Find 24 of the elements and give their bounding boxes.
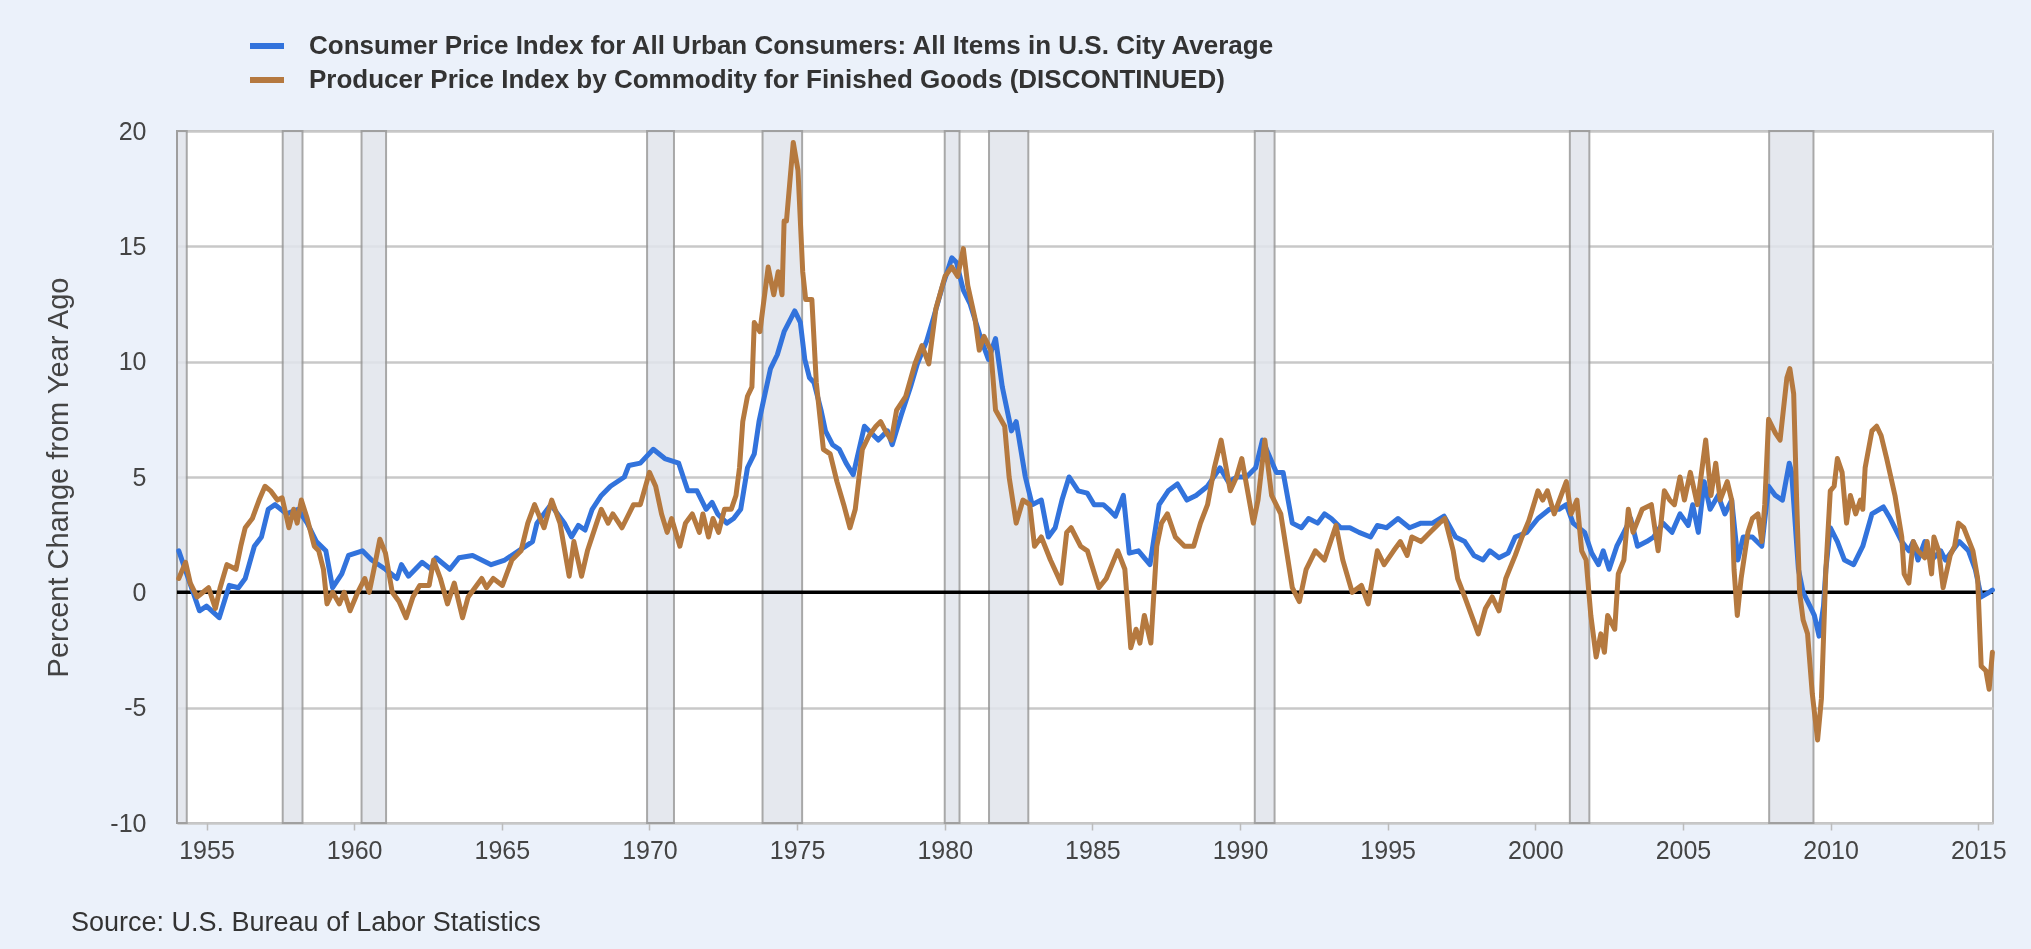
legend-label: Producer Price Index by Commodity for Finished Goods (DISCONTINUED) xyxy=(309,64,1225,94)
x-tick-label: 1985 xyxy=(1065,835,1121,864)
x-tick-label: 1965 xyxy=(474,835,531,864)
y-tick-label: 15 xyxy=(118,231,147,260)
x-tick-label: 1980 xyxy=(917,835,974,864)
x-tick-label: 1960 xyxy=(326,835,383,864)
x-tick-label: 2015 xyxy=(1950,835,2007,864)
y-tick-label: 20 xyxy=(118,116,147,145)
x-tick-label: 1990 xyxy=(1212,835,1269,864)
x-tick-label: 1975 xyxy=(769,835,826,864)
y-tick-label: 5 xyxy=(132,462,147,491)
x-tick-label: 2010 xyxy=(1803,835,1859,864)
y-tick-label: 0 xyxy=(132,577,147,606)
legend-label: Consumer Price Index for All Urban Consumers: All Items in U.S. City Average xyxy=(309,30,1274,60)
y-tick-label: 10 xyxy=(118,347,147,376)
y-axis-title: Percent Change from Year Ago xyxy=(42,277,75,678)
x-tick-label: 2000 xyxy=(1508,835,1564,864)
y-tick-label: -10 xyxy=(110,808,147,837)
x-tick-label: 1955 xyxy=(179,835,235,864)
source-note: Source: U.S. Bureau of Labor Statistics xyxy=(71,907,541,937)
x-tick-label: 1970 xyxy=(622,835,678,864)
x-tick-label: 2005 xyxy=(1655,835,1712,864)
y-tick-label: -5 xyxy=(124,693,147,722)
x-tick-label: 1995 xyxy=(1360,835,1416,864)
